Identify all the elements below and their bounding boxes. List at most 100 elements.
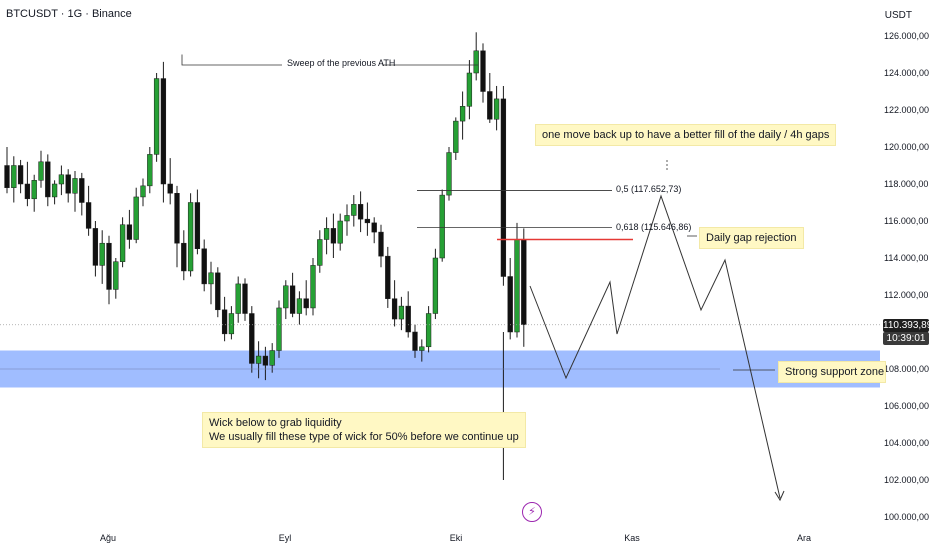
candle-body <box>153 78 160 155</box>
candle-body <box>126 224 133 240</box>
candle-body <box>79 178 85 203</box>
candle-body <box>453 120 459 153</box>
candle-body <box>140 185 146 198</box>
candle-body <box>269 350 275 366</box>
candle-body <box>432 257 439 314</box>
time-tick-label: Ara <box>797 533 811 543</box>
candle-body <box>459 106 466 122</box>
candle-body <box>487 91 493 120</box>
candle-body <box>310 265 316 309</box>
candle-body <box>330 228 337 244</box>
candle-body <box>38 161 44 181</box>
candle-body <box>446 152 452 196</box>
candle-body <box>473 50 479 74</box>
candlestick-series <box>4 32 527 480</box>
candle-body <box>167 183 173 194</box>
daily-gap-rejection-note: Daily gap rejection <box>700 228 803 248</box>
candle-body <box>255 355 262 364</box>
time-tick-label: Eyl <box>279 533 292 543</box>
candle-body <box>187 202 194 272</box>
price-tick-label: 126.000,00 <box>884 31 929 41</box>
fill-gaps-note: one move back up to have a better fill o… <box>536 125 836 145</box>
price-tick-label: 104.000,00 <box>884 438 929 448</box>
candle-body <box>514 239 520 333</box>
candle-body <box>283 285 289 309</box>
price-tick-label: 116.000,00 <box>884 216 928 226</box>
candle-body <box>296 298 303 314</box>
price-tick-label: 114.000,00 <box>884 253 928 263</box>
candle-body <box>215 272 221 311</box>
candle-body <box>364 218 371 224</box>
candle-body <box>391 298 398 320</box>
price-tick-label: 122.000,00 <box>884 105 929 115</box>
candle-body <box>72 178 78 194</box>
price-tick-label: 120.000,00 <box>884 142 929 152</box>
candle-body <box>480 50 486 92</box>
wick-liquidity-note: Wick below to grab liquidity We usually … <box>203 413 525 447</box>
fib-05-label: 0,5 (117.652,73) <box>616 184 682 194</box>
candle-body <box>351 204 357 216</box>
price-tick-label: 118.000,00 <box>884 179 928 189</box>
candle-body <box>113 261 119 290</box>
candle-body <box>249 313 255 364</box>
candle-body <box>521 239 527 325</box>
candle-body <box>4 165 10 188</box>
price-tick-label: 102.000,00 <box>884 475 929 485</box>
symbol-title[interactable]: BTCUSDT · 1G · Binance <box>6 8 132 20</box>
price-tick-label: 106.000,00 <box>884 401 929 411</box>
projection-arrowhead <box>774 490 785 502</box>
candle-body <box>466 72 473 107</box>
candle-body <box>276 307 282 351</box>
candle-body <box>92 228 99 266</box>
price-tick-label: 100.000,00 <box>884 512 929 522</box>
candle-body <box>500 98 507 277</box>
projection-path <box>529 194 781 499</box>
support-zone-note: Strong support zone for <box>779 362 885 382</box>
fib-0618-label: 0,618 (115.646,86) <box>616 222 692 232</box>
candle-body <box>181 242 187 272</box>
candle-body <box>24 183 31 200</box>
price-axis: 126.000,00 124.000,00 122.000,00 120.000,00… <box>880 0 932 530</box>
candle-body <box>133 196 139 240</box>
candle-body <box>99 242 105 266</box>
wick-note-line-1: Wick below to grab liquidity <box>209 417 342 429</box>
candle-body <box>357 204 364 220</box>
candle-body <box>303 298 309 309</box>
candle-body <box>160 78 167 185</box>
candle-body <box>378 231 384 257</box>
wick-note-line-2: We usually fill these type of wick for 5… <box>209 431 519 443</box>
alert-bolt-icon[interactable]: ⚡ <box>522 502 542 522</box>
candle-body <box>344 215 350 222</box>
candle-body <box>174 193 180 244</box>
candle-body <box>11 165 17 188</box>
time-tick-label: Ağu <box>100 533 116 543</box>
candle-body <box>235 283 241 314</box>
time-axis: Ağu Eyl Eki Kas Ara <box>100 533 811 543</box>
candle-body <box>317 239 323 266</box>
candle-body <box>419 346 425 351</box>
candle-body <box>405 305 411 333</box>
bar-countdown: 10:39:01 <box>883 332 929 345</box>
candle-body <box>31 180 37 200</box>
candle-body <box>45 161 51 198</box>
time-tick-label: Kas <box>624 533 640 543</box>
candle-body <box>412 331 418 351</box>
candle-body <box>208 272 214 285</box>
currency-label[interactable]: USDT <box>884 10 912 21</box>
candle-body <box>119 224 126 262</box>
candle-body <box>385 255 391 299</box>
last-price-tag: 110.393,89 <box>883 319 932 332</box>
time-tick-label: Eki <box>450 533 463 543</box>
candle-body <box>51 183 58 198</box>
candle-body <box>398 305 405 320</box>
candle-body <box>65 174 71 194</box>
candle-body <box>221 309 228 335</box>
candle-body <box>289 285 296 314</box>
candle-body <box>58 174 65 185</box>
candle-body <box>262 355 269 366</box>
candle-body <box>106 242 112 290</box>
candle-body <box>371 222 377 233</box>
price-tick-label: 112.000,00 <box>884 290 928 300</box>
candle-body <box>147 154 153 187</box>
